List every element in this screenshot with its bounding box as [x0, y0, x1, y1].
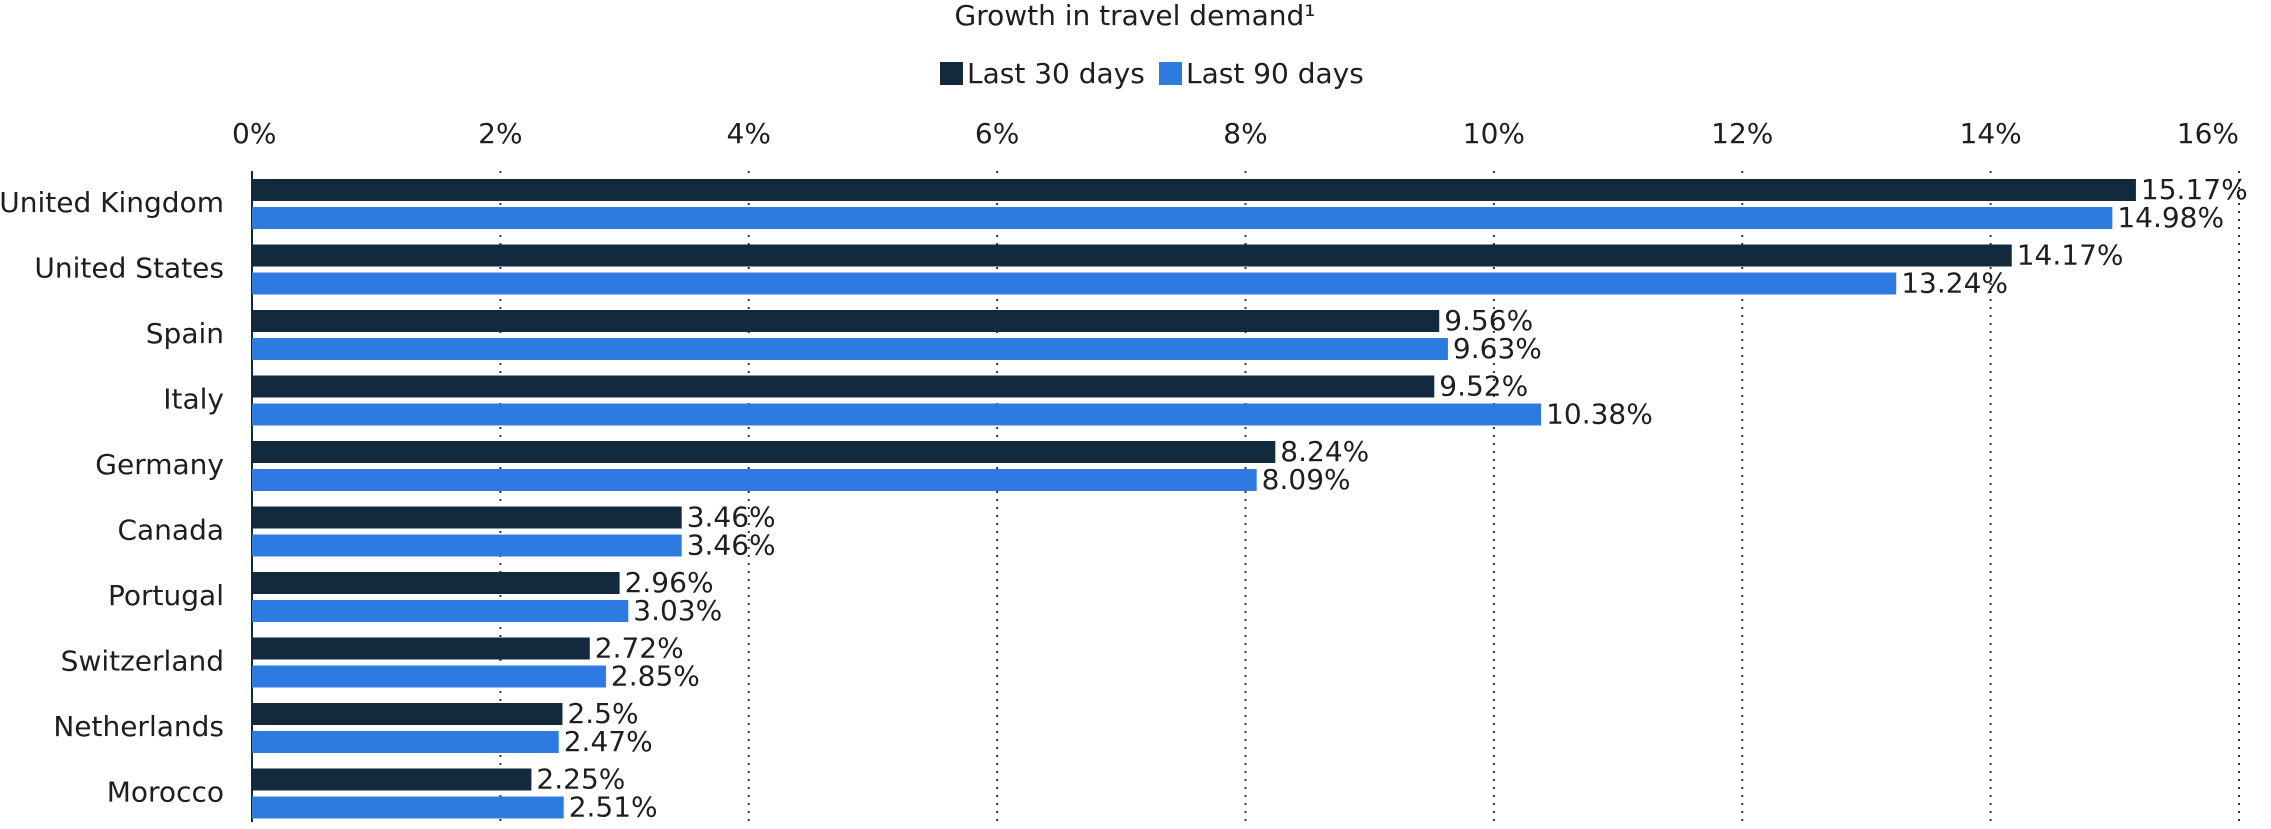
data-label: 14.98%: [2117, 201, 2224, 234]
y-tick-label: Switzerland: [61, 645, 224, 678]
x-tick-label: 10%: [1463, 117, 1525, 150]
data-label: 2.85%: [611, 660, 700, 693]
y-tick-label: Canada: [117, 514, 224, 547]
data-label: 8.09%: [1262, 463, 1351, 496]
data-label: 3.03%: [633, 594, 722, 627]
x-tick-label: 4%: [727, 117, 771, 150]
bar: [252, 338, 1448, 360]
bar: [252, 768, 532, 791]
data-label: 15.17%: [2141, 173, 2248, 206]
x-tick-label: 2%: [478, 117, 522, 150]
x-tick-label: 14%: [1960, 117, 2022, 150]
bar: [252, 403, 1542, 426]
data-label: 9.52%: [1439, 370, 1528, 403]
data-label: 9.63%: [1453, 332, 1542, 365]
data-label: 2.51%: [569, 791, 658, 824]
y-tick-label: United Kingdom: [0, 186, 224, 219]
bar: [252, 796, 564, 819]
legend-swatch: [940, 62, 963, 85]
data-label: 3.46%: [687, 529, 776, 562]
legend-label: Last 90 days: [1186, 57, 1364, 90]
bar: [252, 375, 1435, 398]
data-label: 2.96%: [625, 566, 714, 599]
data-label: 3.46%: [687, 501, 776, 534]
x-tick-label: 8%: [1223, 117, 1267, 150]
bar: [252, 572, 620, 594]
data-label: 14.17%: [2017, 239, 2124, 272]
x-tick-label: 16%: [2177, 117, 2239, 150]
x-tick-label: 0%: [232, 117, 276, 150]
bar: [252, 310, 1440, 332]
y-tick-label: Netherlands: [53, 710, 224, 743]
bar: [252, 469, 1257, 491]
x-tick-label: 6%: [975, 117, 1019, 150]
bar: [252, 272, 1897, 295]
y-tick-label: Morocco: [107, 776, 224, 809]
bar: [252, 441, 1276, 463]
y-tick-label: Spain: [146, 317, 224, 350]
bar: [252, 637, 590, 660]
bar: [252, 731, 559, 753]
data-label: 2.72%: [595, 632, 684, 665]
legend-swatch: [1159, 62, 1182, 85]
bar: [252, 534, 682, 557]
bar: [252, 207, 2113, 229]
x-tick-label: 12%: [1711, 117, 1773, 150]
data-label: 2.47%: [564, 725, 653, 758]
bar: [252, 179, 2136, 201]
y-tick-label: Portugal: [108, 579, 224, 612]
data-label: 9.56%: [1444, 304, 1533, 337]
y-tick-label: Germany: [95, 448, 224, 481]
bar: [252, 665, 606, 688]
y-tick-label: United States: [34, 252, 224, 285]
data-label: 8.24%: [1280, 435, 1369, 468]
legend-label: Last 30 days: [967, 57, 1145, 90]
bar: [252, 244, 2012, 267]
data-label: 2.5%: [567, 697, 638, 730]
bar: [252, 600, 629, 622]
data-label: 10.38%: [1546, 398, 1653, 431]
bar: [252, 703, 563, 725]
bar: [252, 506, 682, 529]
data-label: 13.24%: [1901, 267, 2008, 300]
data-label: 2.25%: [536, 763, 625, 796]
y-tick-label: Italy: [163, 383, 224, 416]
chart-title: Growth in travel demand¹: [955, 0, 1316, 32]
